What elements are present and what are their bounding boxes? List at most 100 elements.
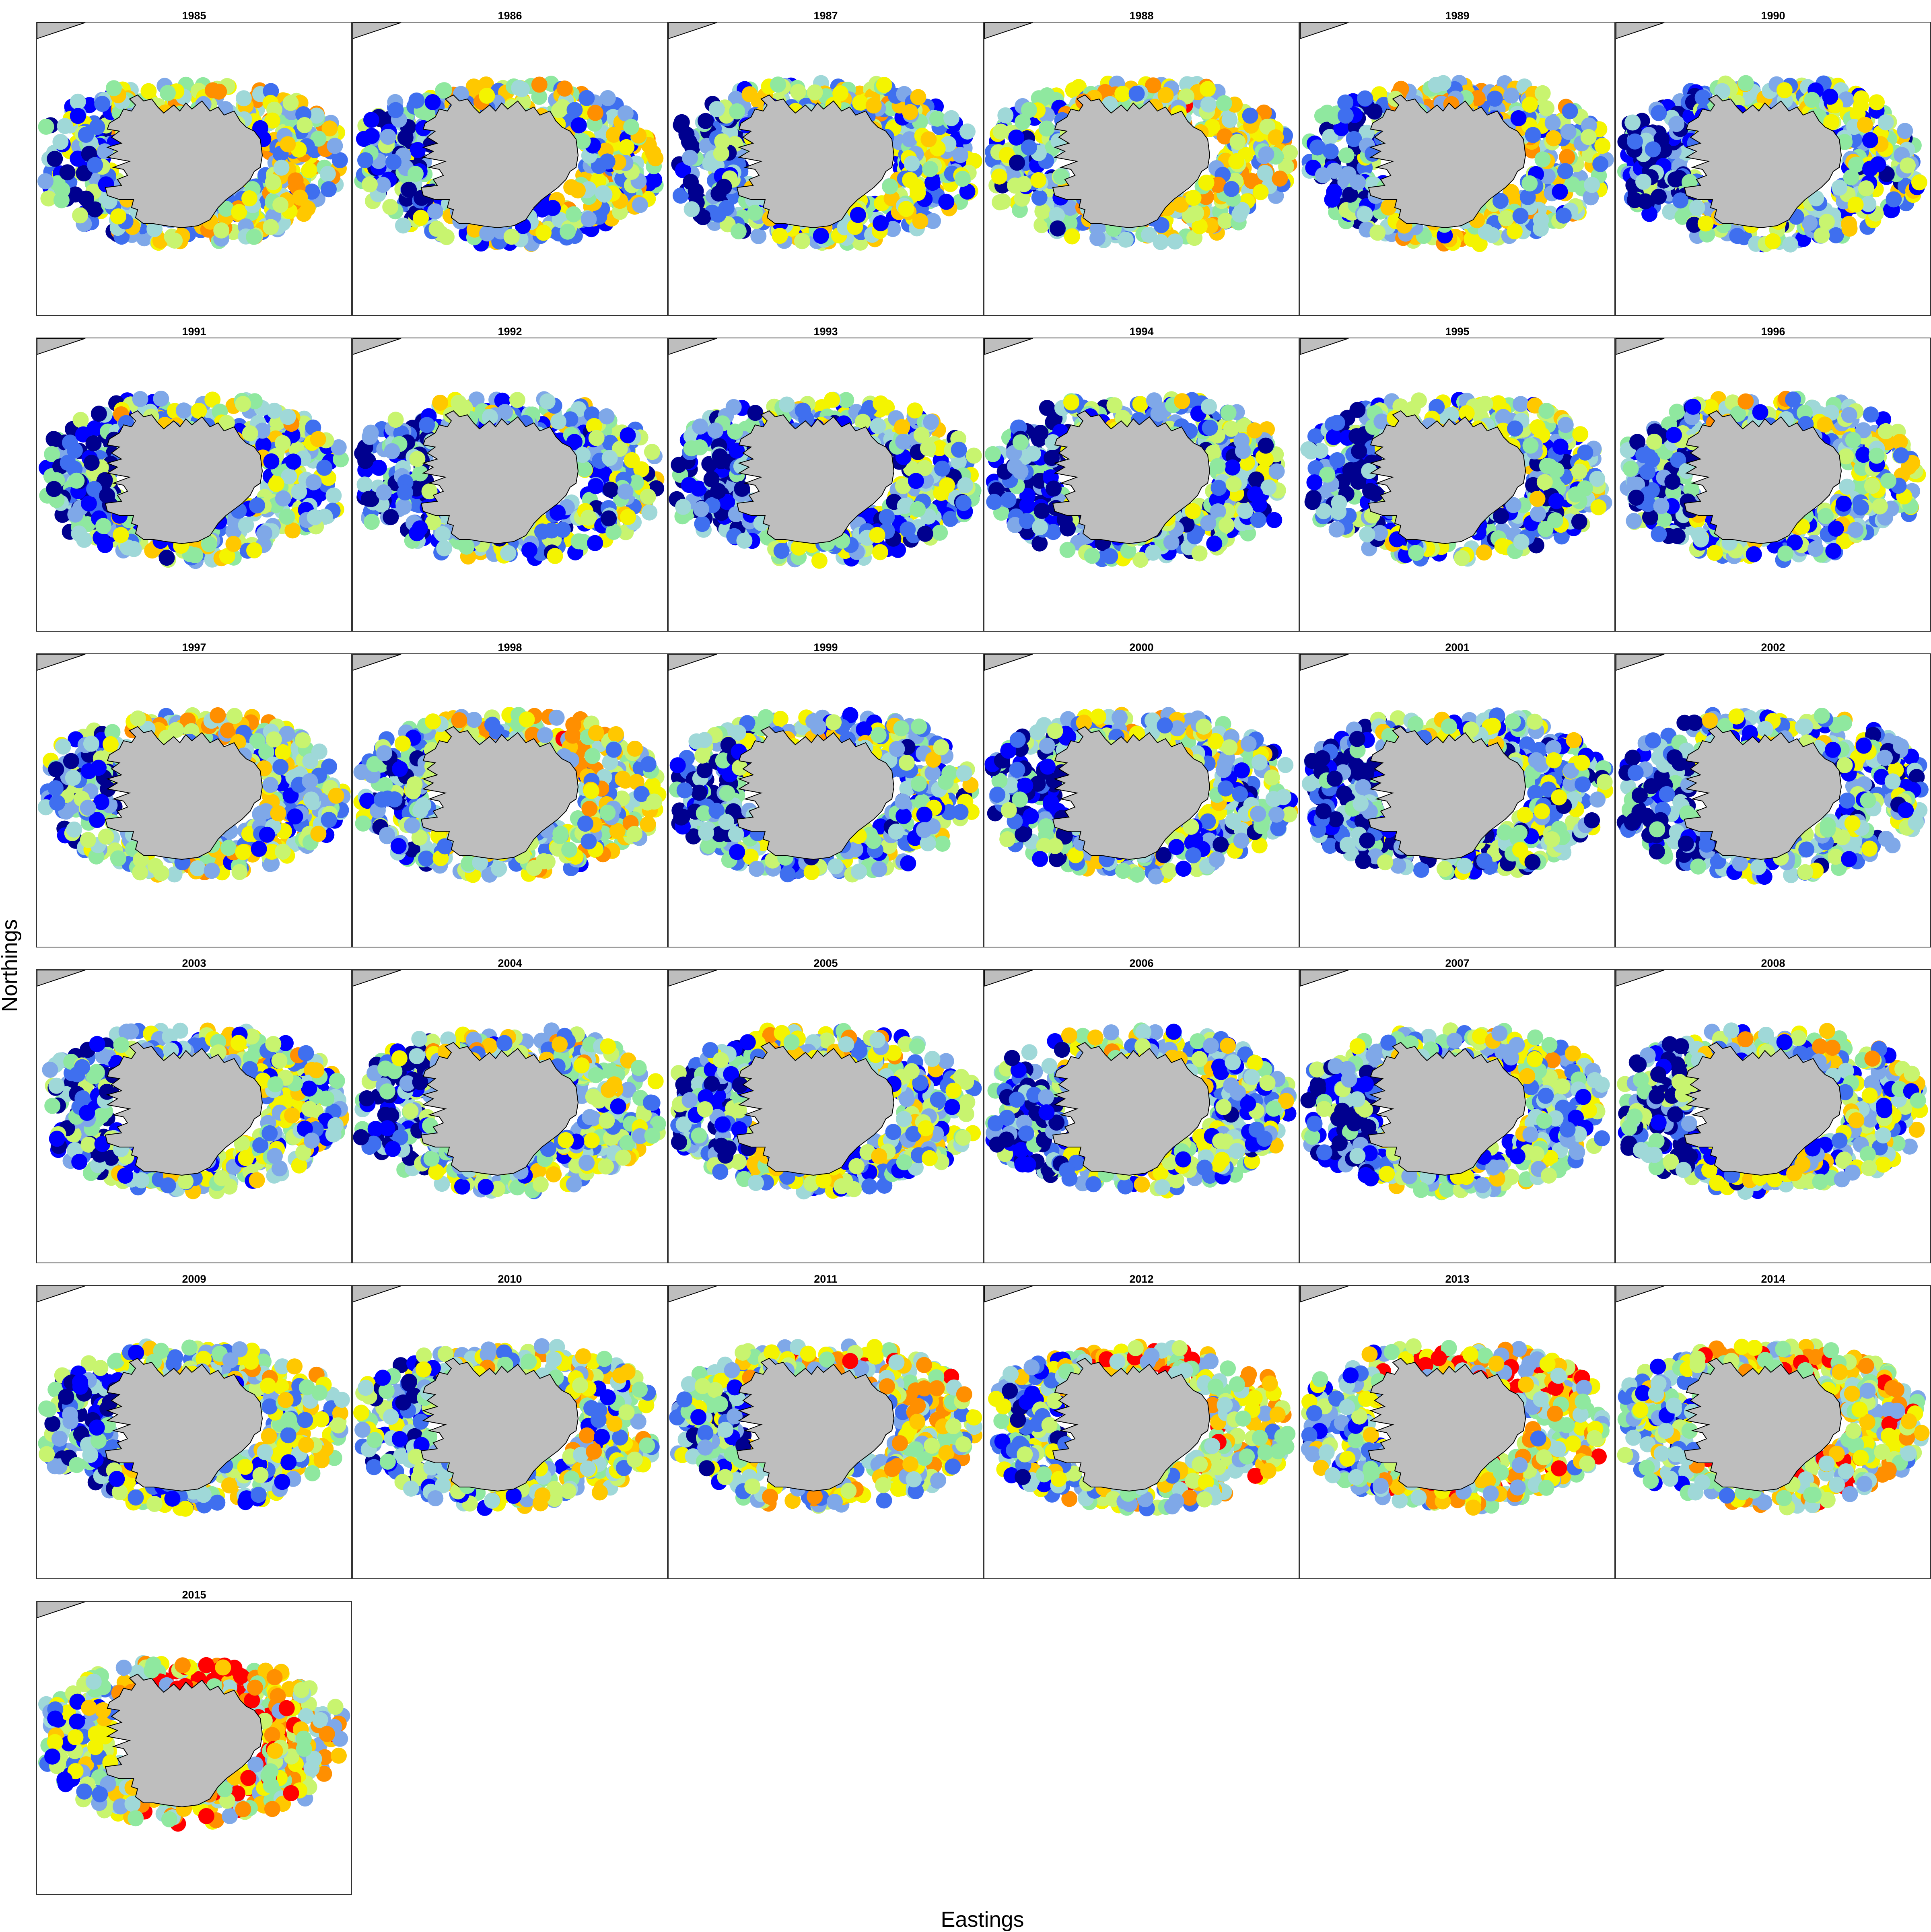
station-dot [813,228,829,244]
station-dot [409,451,426,467]
station-dot [68,472,85,489]
station-dot [225,536,242,552]
station-dot [395,498,412,515]
station-dot [266,402,282,419]
station-dot [1843,169,1859,185]
station-dot [566,102,583,118]
station-dot [811,552,828,569]
station-dot [87,201,103,218]
station-dot [707,422,724,439]
station-dot [710,483,727,499]
station-dot [310,130,327,147]
station-dot [1637,193,1653,210]
station-dot [301,162,317,179]
panel-year-label: 1993 [813,325,838,338]
station-dot [235,90,252,107]
station-dot [225,523,242,540]
station-dot [910,89,926,105]
station-dot [272,197,289,213]
station-dot [1258,146,1274,163]
station-dot [554,521,571,538]
station-dot [1668,116,1685,132]
station-dot [1503,184,1519,200]
station-points [37,76,348,251]
station-dot [503,229,520,245]
station-dot [1581,117,1597,134]
station-dot [376,484,392,501]
station-dot [305,474,322,490]
station-dot [285,453,302,470]
station-dot [273,159,290,176]
station-dot [1641,206,1658,222]
station-dot [204,82,221,99]
station-dot [547,548,563,564]
station-dot [1877,114,1894,131]
station-dot [1141,227,1157,243]
station-dot [1089,230,1105,246]
station-dot [263,83,279,99]
station-dot [1645,141,1661,158]
map-panel-1989 [1299,22,1615,316]
station-dot [883,190,900,206]
station-dot [596,466,613,482]
station-dot [238,517,254,533]
station-dot [218,415,235,431]
station-dot [904,155,920,172]
station-dot [901,131,918,148]
station-dot [363,128,380,144]
station-dot [586,418,602,434]
station-dot [1804,92,1820,108]
station-dot [1340,166,1357,183]
station-dot [409,525,425,542]
station-dot [159,550,175,566]
station-dot [78,190,95,207]
station-dot [1818,214,1835,230]
station-dot [363,514,380,530]
station-dot [1008,129,1025,146]
map-panel-1988 [984,22,1299,316]
station-dot [235,396,251,412]
station-dot [1278,158,1294,175]
station-dot [1266,512,1283,528]
station-dot [1333,120,1350,136]
station-dot [1153,217,1169,233]
station-dot [959,183,976,200]
station-dot [213,222,230,239]
station-dot [714,133,731,150]
station-dot [40,190,57,207]
station-dot [876,77,892,93]
station-dot [570,533,587,550]
station-dot [640,488,656,505]
station-dot [1084,548,1100,564]
station-dot [67,442,83,459]
station-dot [1102,548,1118,564]
station-dot [907,402,923,419]
station-dot [1021,102,1037,118]
station-dot [1118,231,1134,248]
station-dot [397,484,413,501]
station-dot [992,124,1009,140]
station-dot [1380,199,1397,216]
station-dot [465,78,482,95]
station-dot [570,182,586,199]
station-dot [632,197,648,213]
station-dot [1322,143,1339,160]
station-dot [1560,124,1577,140]
station-dot [87,157,103,173]
station-dot [545,200,561,216]
station-dot [333,451,349,468]
station-dot [1822,89,1838,105]
station-dot [1853,90,1869,107]
iceland-landmass [1368,94,1526,229]
station-dot [1555,207,1572,224]
station-dot [865,97,882,114]
station-dot [703,471,720,488]
map-svg [1300,23,1614,252]
station-dot [1651,188,1667,205]
station-dot [692,418,708,435]
station-dot [432,395,449,411]
station-dot [931,440,948,456]
station-dot [1897,123,1913,139]
station-dot [78,127,94,143]
station-dot [938,194,955,210]
